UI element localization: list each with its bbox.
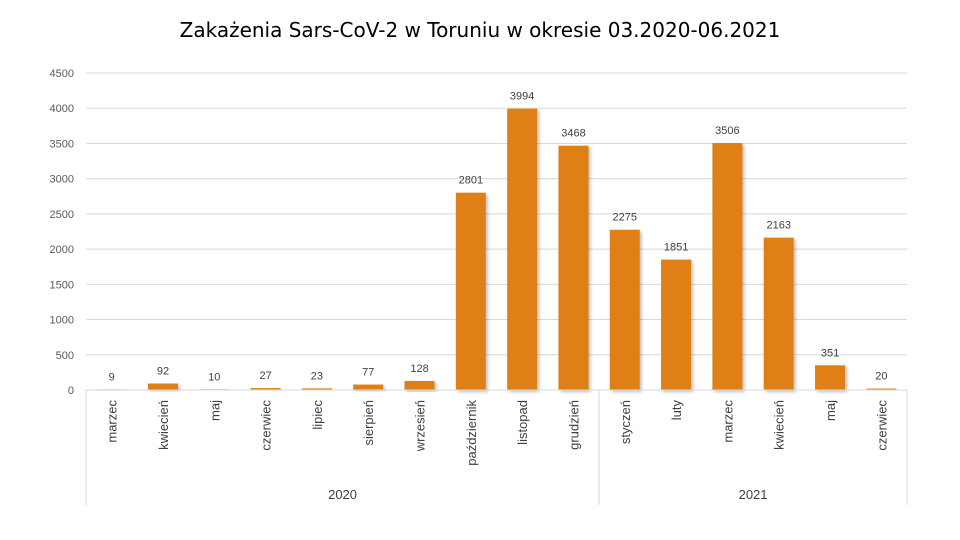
y-tick-label: 0 bbox=[68, 385, 74, 397]
x-category-label: październik bbox=[464, 400, 479, 466]
x-category-label: maj bbox=[207, 400, 222, 421]
bar bbox=[712, 143, 743, 390]
x-category-label: marzec bbox=[105, 400, 120, 443]
y-tick-label: 4000 bbox=[50, 103, 74, 115]
y-tick-label: 2000 bbox=[50, 244, 74, 256]
data-label: 1851 bbox=[664, 242, 688, 254]
x-category-label: maj bbox=[823, 400, 838, 421]
chart-title: Zakażenia Sars-CoV-2 w Toruniu w okresie… bbox=[179, 18, 781, 42]
bar bbox=[455, 192, 486, 390]
y-axis-ticks: 0 500 1000 1500 2000 2500 3000 3500 4000 4500 bbox=[50, 68, 74, 397]
data-label: 10 bbox=[208, 371, 220, 383]
data-label: 128 bbox=[410, 363, 428, 375]
y-tick-label: 1000 bbox=[50, 315, 74, 327]
x-category-label: styczeń bbox=[618, 400, 633, 444]
bar bbox=[609, 229, 640, 390]
x-category-label: wrzesień bbox=[413, 400, 428, 452]
gridlines bbox=[86, 72, 907, 391]
y-tick-label: 1500 bbox=[50, 279, 74, 291]
x-group-label: 2020 bbox=[328, 487, 357, 502]
bar bbox=[558, 145, 589, 390]
bar bbox=[507, 108, 538, 390]
data-label: 92 bbox=[157, 366, 169, 378]
data-labels: 9 92 10 27 23 77 128 2801 3994 3468 2275 1851 3506 21… bbox=[109, 91, 888, 384]
bar bbox=[353, 384, 384, 390]
x-category-label: lipiec bbox=[310, 400, 325, 430]
data-label: 23 bbox=[311, 370, 323, 382]
x-category-label: czerwiec bbox=[259, 400, 274, 451]
data-label: 9 bbox=[109, 371, 115, 383]
bar bbox=[301, 388, 332, 390]
data-label: 3506 bbox=[715, 125, 739, 137]
bar bbox=[763, 237, 794, 390]
bar bbox=[815, 365, 846, 390]
data-label: 20 bbox=[875, 371, 887, 383]
y-tick-label: 2500 bbox=[50, 209, 74, 221]
bar bbox=[147, 383, 178, 390]
bar bbox=[250, 388, 281, 390]
x-category-label: grudzień bbox=[566, 400, 581, 450]
data-label: 351 bbox=[821, 347, 839, 359]
data-label: 3468 bbox=[561, 128, 585, 140]
data-label: 2163 bbox=[766, 220, 790, 232]
bars bbox=[96, 108, 897, 390]
x-category-label: listopad bbox=[515, 400, 530, 445]
bar bbox=[661, 259, 692, 390]
y-tick-label: 500 bbox=[56, 350, 74, 362]
y-tick-label: 4500 bbox=[50, 68, 74, 80]
data-label: 3994 bbox=[510, 91, 534, 103]
x-category-label: marzec bbox=[720, 400, 735, 443]
bar bbox=[404, 380, 435, 390]
x-category-label: kwiecień bbox=[772, 400, 787, 450]
x-category-label: luty bbox=[669, 400, 684, 421]
data-label: 2275 bbox=[613, 212, 637, 224]
y-tick-label: 3000 bbox=[50, 174, 74, 186]
x-axis: marzec kwiecień maj czerwiec lipiec sierpień w… bbox=[85, 389, 908, 505]
y-tick-label: 3500 bbox=[50, 138, 74, 150]
data-label: 27 bbox=[259, 370, 271, 382]
data-label: 2801 bbox=[459, 175, 483, 187]
x-category-label: kwiecień bbox=[156, 400, 171, 450]
x-group-label: 2021 bbox=[739, 487, 768, 502]
bar bbox=[866, 388, 897, 390]
x-category-label: sierpień bbox=[361, 400, 376, 446]
x-category-label: czerwiec bbox=[874, 400, 889, 451]
data-label: 77 bbox=[362, 367, 374, 379]
